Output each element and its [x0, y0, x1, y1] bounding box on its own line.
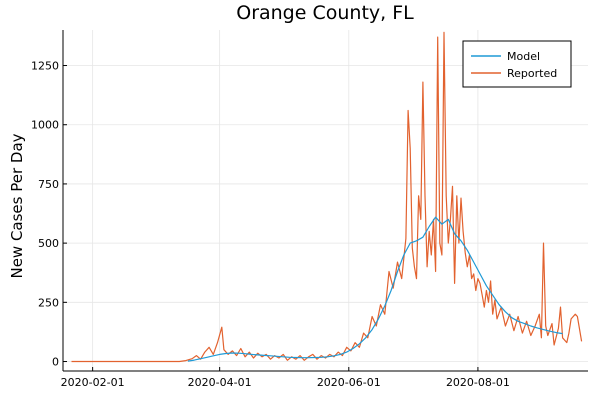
x-tick-label: 2020-04-01	[188, 376, 252, 389]
x-tick-label: 2020-08-01	[446, 376, 510, 389]
grid	[63, 30, 588, 371]
y-tick-label: 500	[38, 237, 59, 250]
series-line-model	[187, 216, 563, 362]
x-ticks: 2020-02-01 2020-04-01 2020-06-01 2020-08-01	[61, 367, 510, 389]
legend: Model Reported	[462, 40, 572, 88]
y-tick-label: 250	[38, 296, 59, 309]
legend-label-model: Model	[507, 50, 540, 63]
axes	[62, 30, 588, 372]
y-axis-label: New Cases Per Day	[8, 133, 26, 278]
legend-label-reported: Reported	[507, 67, 557, 80]
y-tick-label: 0	[52, 356, 59, 369]
x-tick-label: 2020-06-01	[317, 376, 381, 389]
chart-title: Orange County, FL	[236, 2, 414, 24]
y-tick-label: 750	[38, 178, 59, 191]
x-tick-label: 2020-02-01	[61, 376, 125, 389]
y-tick-label: 1250	[31, 60, 59, 73]
y-tick-label: 1000	[31, 119, 59, 132]
legend-box	[462, 40, 572, 88]
y-ticks: 0 250 500 750 1000 1250	[31, 60, 67, 369]
series-group	[71, 31, 583, 363]
